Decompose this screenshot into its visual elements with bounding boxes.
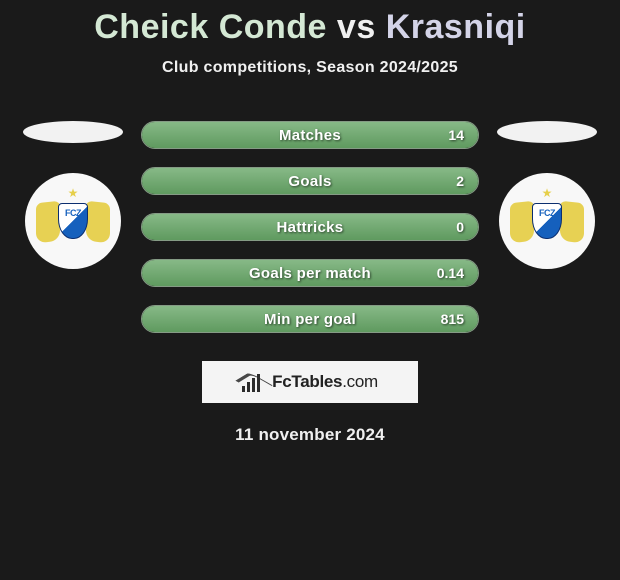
stat-bar-mpg: Min per goal 815 — [141, 305, 479, 333]
star-icon: ★ — [542, 186, 553, 200]
stat-bar-hattricks: Hattricks 0 — [141, 213, 479, 241]
left-side: ★ FCZ — [23, 121, 123, 269]
brand-light: .com — [342, 372, 378, 391]
right-side: ★ FCZ — [497, 121, 597, 269]
stat-bar-matches: Matches 14 — [141, 121, 479, 149]
player2-club-badge: ★ FCZ — [499, 173, 595, 269]
player1-name: Cheick Conde — [94, 8, 327, 46]
vs-word: vs — [337, 8, 376, 46]
stat-label: Hattricks — [277, 219, 344, 236]
stat-label: Goals — [288, 173, 331, 190]
stat-label: Goals per match — [249, 265, 371, 282]
club-abbrev: FCZ — [59, 208, 87, 218]
lion-left-icon — [510, 201, 534, 244]
player1-club-badge: ★ FCZ — [25, 173, 121, 269]
shield-icon: FCZ — [532, 203, 562, 239]
stat-label: Min per goal — [264, 311, 356, 328]
brand-box: FcTables.com — [202, 361, 418, 403]
fctables-chart-icon — [242, 372, 266, 392]
stat-bar-gpm: Goals per match 0.14 — [141, 259, 479, 287]
infographic-root: Cheick Conde vs Krasniqi Club competitio… — [0, 0, 620, 445]
fcz-logo-icon: ★ FCZ — [38, 190, 108, 252]
stat-value: 815 — [441, 311, 464, 327]
lion-right-icon — [560, 201, 584, 244]
stat-value: 2 — [456, 173, 464, 189]
stats-column: Matches 14 Goals 2 Hattricks 0 Goals per… — [141, 121, 479, 333]
stat-value: 0 — [456, 219, 464, 235]
player1-photo-placeholder — [23, 121, 123, 143]
stat-bar-goals: Goals 2 — [141, 167, 479, 195]
stat-label: Matches — [279, 127, 341, 144]
brand-text: FcTables.com — [272, 372, 378, 392]
club-abbrev: FCZ — [533, 208, 561, 218]
lion-left-icon — [36, 201, 60, 244]
shield-icon: FCZ — [58, 203, 88, 239]
lion-right-icon — [86, 201, 110, 244]
stat-value: 0.14 — [437, 265, 464, 281]
player2-name: Krasniqi — [386, 8, 526, 46]
fcz-logo-icon: ★ FCZ — [512, 190, 582, 252]
page-title: Cheick Conde vs Krasniqi — [0, 8, 620, 47]
brand-bold: FcTables — [272, 372, 342, 391]
stat-value: 14 — [448, 127, 464, 143]
date-label: 11 november 2024 — [0, 425, 620, 445]
body-row: ★ FCZ Matches 14 Goals 2 — [0, 121, 620, 333]
player2-photo-placeholder — [497, 121, 597, 143]
star-icon: ★ — [68, 186, 79, 200]
subtitle: Club competitions, Season 2024/2025 — [0, 59, 620, 77]
